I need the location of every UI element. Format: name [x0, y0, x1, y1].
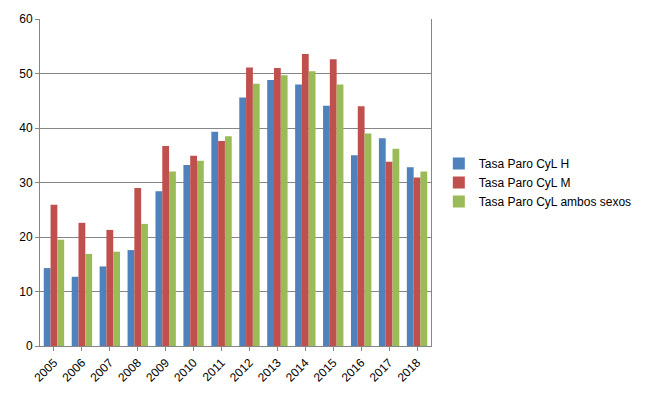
- svg-text:2009: 2009: [143, 356, 172, 385]
- svg-text:Tasa Paro CyL M: Tasa Paro CyL M: [479, 176, 571, 190]
- svg-text:2006: 2006: [59, 356, 88, 385]
- svg-text:Tasa Paro CyL H: Tasa Paro CyL H: [479, 157, 569, 171]
- svg-text:2013: 2013: [255, 356, 284, 385]
- svg-text:2008: 2008: [115, 356, 144, 385]
- svg-text:30: 30: [19, 176, 33, 190]
- svg-text:Tasa Paro CyL ambos sexos: Tasa Paro CyL ambos sexos: [479, 195, 631, 209]
- svg-text:2007: 2007: [87, 356, 116, 385]
- svg-text:10: 10: [19, 285, 33, 299]
- svg-text:2017: 2017: [367, 356, 396, 385]
- svg-text:20: 20: [19, 230, 33, 244]
- svg-text:2011: 2011: [200, 356, 228, 384]
- svg-text:0: 0: [26, 339, 33, 353]
- svg-text:2018: 2018: [395, 356, 424, 385]
- svg-text:2014: 2014: [283, 356, 312, 385]
- svg-text:2012: 2012: [227, 356, 256, 385]
- svg-text:2005: 2005: [32, 356, 61, 385]
- svg-text:2016: 2016: [339, 356, 368, 385]
- svg-text:2010: 2010: [171, 356, 200, 385]
- svg-text:60: 60: [19, 12, 33, 26]
- svg-text:40: 40: [19, 121, 33, 135]
- svg-text:2015: 2015: [311, 356, 340, 385]
- svg-text:50: 50: [19, 67, 33, 81]
